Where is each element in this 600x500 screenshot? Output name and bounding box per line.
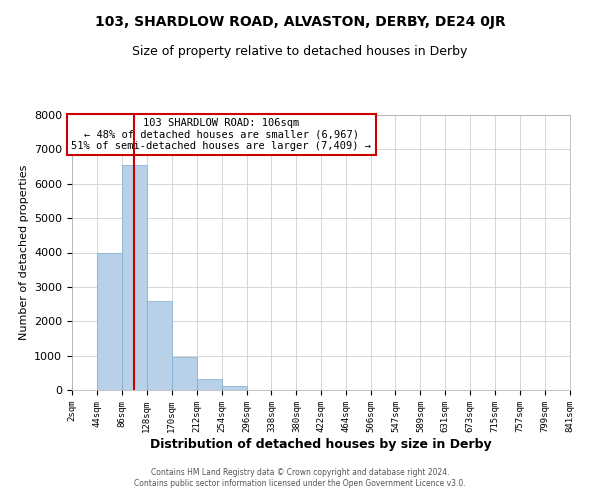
Bar xyxy=(197,379,221,390)
X-axis label: Distribution of detached houses by size in Derby: Distribution of detached houses by size … xyxy=(150,438,492,450)
Bar xyxy=(147,300,172,390)
Bar xyxy=(97,252,122,390)
Bar xyxy=(172,358,197,390)
Text: Size of property relative to detached houses in Derby: Size of property relative to detached ho… xyxy=(133,45,467,58)
Text: 103, SHARDLOW ROAD, ALVASTON, DERBY, DE24 0JR: 103, SHARDLOW ROAD, ALVASTON, DERBY, DE2… xyxy=(95,15,505,29)
Bar xyxy=(122,165,147,390)
Text: 103 SHARDLOW ROAD: 106sqm
← 48% of detached houses are smaller (6,967)
51% of se: 103 SHARDLOW ROAD: 106sqm ← 48% of detac… xyxy=(71,118,371,151)
Text: Contains HM Land Registry data © Crown copyright and database right 2024.
Contai: Contains HM Land Registry data © Crown c… xyxy=(134,468,466,487)
Y-axis label: Number of detached properties: Number of detached properties xyxy=(19,165,29,340)
Bar xyxy=(221,386,247,390)
